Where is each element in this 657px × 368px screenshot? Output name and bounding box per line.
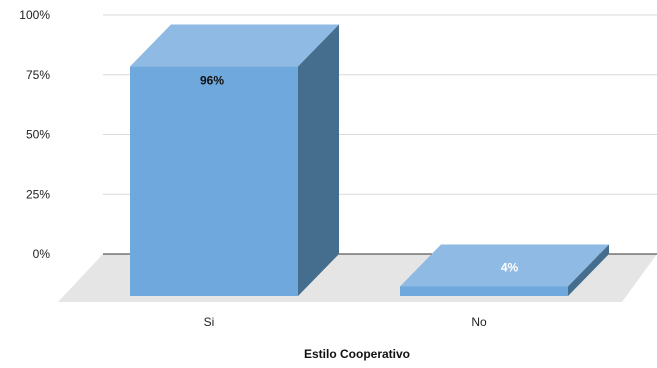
bar-si: 96% (130, 24, 339, 297)
y-tick-label: 0% (33, 247, 51, 261)
y-tick-label: 50% (26, 128, 50, 142)
y-tick-label: 25% (26, 187, 50, 201)
y-tick-label: 75% (26, 68, 50, 82)
bar-side (568, 244, 609, 296)
y-axis-ticks: 0% 25% 50% 75% 100% (19, 8, 50, 261)
bars: 96% 4% (130, 24, 609, 297)
bar-no: 4% (400, 244, 609, 296)
data-label: 96% (200, 74, 224, 88)
bar-side (298, 24, 339, 297)
x-tick-label: No (471, 315, 487, 329)
x-tick-label: Si (204, 315, 215, 329)
bar-front (130, 66, 298, 296)
data-label: 4% (501, 260, 519, 274)
bar-front (400, 286, 568, 296)
x-axis-title: Estilo Cooperativo (304, 347, 410, 361)
x-axis-ticks: Si No (204, 315, 487, 329)
bar-top (130, 24, 339, 67)
bar-top (400, 244, 609, 287)
y-tick-label: 100% (19, 8, 50, 22)
